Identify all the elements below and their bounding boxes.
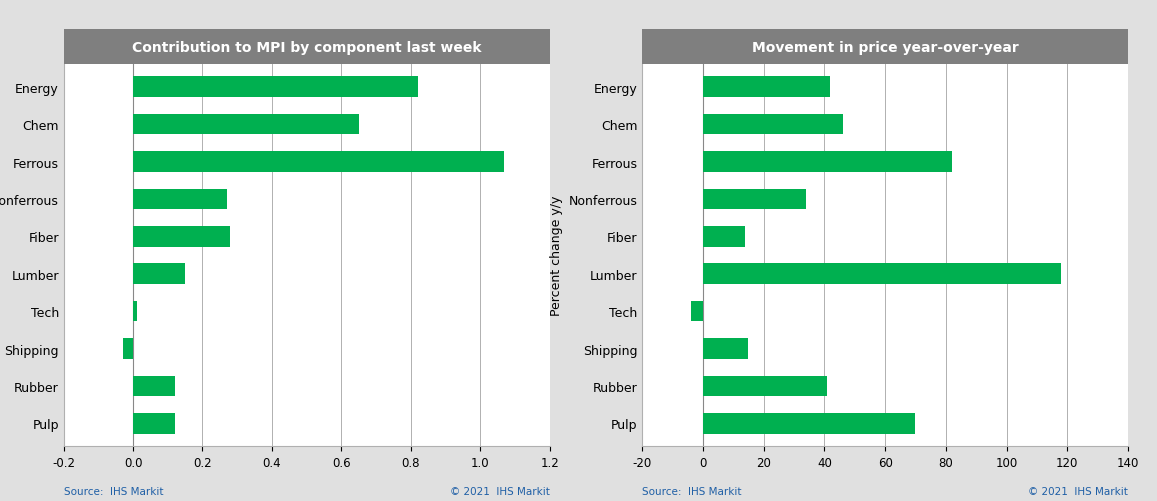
Text: © 2021  IHS Markit: © 2021 IHS Markit <box>1029 486 1128 496</box>
Bar <box>123 339 133 359</box>
Bar <box>691 301 703 322</box>
Bar <box>703 77 831 98</box>
Y-axis label: Percent change y/y: Percent change y/y <box>550 195 562 316</box>
Text: © 2021  IHS Markit: © 2021 IHS Markit <box>450 486 550 496</box>
Text: Source:  IHS Markit: Source: IHS Markit <box>64 486 163 496</box>
Bar <box>703 226 745 247</box>
Text: Source:  IHS Markit: Source: IHS Markit <box>642 486 742 496</box>
Bar <box>703 339 749 359</box>
Bar <box>133 189 227 210</box>
Bar <box>133 413 175 434</box>
Bar <box>703 189 806 210</box>
Text: Contribution to MPI by component last week: Contribution to MPI by component last we… <box>132 41 481 55</box>
Text: Movement in price year-over-year: Movement in price year-over-year <box>752 41 1018 55</box>
Bar <box>133 152 504 172</box>
Bar <box>703 115 842 135</box>
Bar <box>133 77 418 98</box>
Bar <box>133 301 137 322</box>
Bar <box>133 376 175 396</box>
Bar <box>133 226 230 247</box>
Bar <box>703 413 915 434</box>
Bar <box>133 264 185 285</box>
Bar <box>133 115 359 135</box>
Bar <box>703 376 827 396</box>
Bar <box>703 264 1061 285</box>
Bar <box>703 152 952 172</box>
